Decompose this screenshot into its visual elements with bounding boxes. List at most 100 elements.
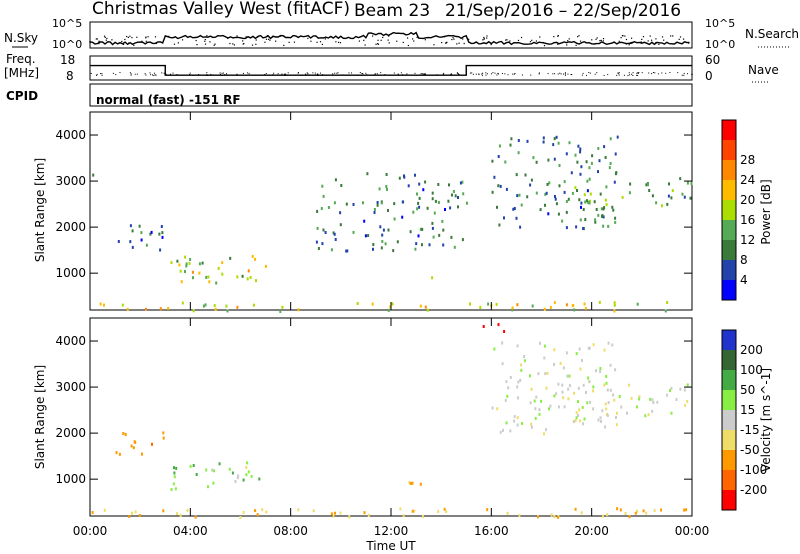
nave-dot: [130, 73, 132, 75]
data-cell: [444, 208, 446, 211]
nsearch-dot: [529, 41, 532, 43]
power-yticks: 1000 2000 3000 4000: [55, 128, 692, 280]
data-cell: [316, 226, 319, 230]
colorbar-swatch: [722, 490, 736, 510]
nave-dot: [320, 72, 322, 74]
data-cell: [582, 383, 585, 387]
data-cell: [161, 235, 164, 239]
data-cell: [198, 271, 201, 275]
data-cell: [469, 302, 471, 306]
data-cell: [503, 330, 506, 333]
data-cell: [412, 210, 415, 214]
nave-dot: [155, 74, 157, 76]
data-cell: [454, 194, 457, 198]
data-cell: [679, 177, 682, 181]
data-cell: [322, 228, 325, 232]
nave-label: Nave: [748, 63, 779, 77]
data-cell: [603, 348, 606, 352]
data-cell: [577, 386, 580, 390]
nsearch-dot: [155, 42, 158, 44]
data-cell: [192, 309, 195, 313]
nsearch-dot: [364, 44, 366, 46]
nsearch-dot: [96, 38, 98, 40]
nave-dot: [414, 72, 416, 74]
data-cell: [587, 346, 590, 350]
data-cell: [130, 444, 133, 448]
nave-dot: [264, 74, 266, 76]
nave-dot: [691, 73, 693, 75]
nave-dot: [322, 74, 324, 76]
nave-dot: [443, 72, 445, 74]
data-cell: [373, 208, 376, 211]
nsearch-dot: [382, 36, 384, 39]
nsearch-dot: [104, 36, 106, 38]
data-cell: [613, 309, 616, 313]
nsearch-dot: [196, 44, 198, 46]
nave-dot: [153, 72, 155, 74]
data-cell: [543, 307, 546, 311]
data-cell: [384, 242, 387, 246]
nave-dot: [281, 73, 283, 75]
nsearch-dot: [641, 38, 643, 41]
data-cell: [509, 376, 512, 379]
data-cell: [386, 187, 388, 191]
nave-dot: [636, 72, 638, 74]
data-cell: [380, 246, 383, 250]
nave-dot: [457, 73, 459, 75]
colorbar-tick-label: 28: [740, 153, 755, 167]
data-cell: [376, 201, 379, 204]
nsearch-dot: [321, 43, 323, 46]
data-cell: [668, 182, 670, 186]
data-cell: [573, 308, 576, 312]
data-cell: [498, 223, 501, 227]
data-cell: [642, 509, 645, 513]
data-cell: [389, 305, 392, 309]
data-cell: [556, 515, 559, 519]
nsearch-dot: [387, 39, 389, 41]
nsearch-dot: [630, 41, 632, 44]
data-cell: [618, 395, 621, 398]
data-cell: [598, 300, 601, 304]
data-cell: [387, 308, 390, 312]
data-cell: [628, 515, 631, 519]
data-cell: [181, 301, 184, 305]
velocity-panel: [89, 317, 693, 517]
nsearch-dot: [462, 38, 464, 40]
data-cell: [252, 303, 255, 307]
data-cell: [577, 400, 579, 404]
data-cell: [363, 219, 366, 223]
nsearch-dot: [358, 40, 361, 42]
nave-dot: [152, 74, 154, 76]
nave-dot: [424, 73, 426, 75]
nave-dot: [145, 74, 147, 76]
data-cell: [614, 216, 617, 220]
nsearch-dot: [663, 39, 665, 41]
data-cell: [279, 310, 282, 313]
data-cell: [332, 231, 335, 235]
colorbar-tick-label: 15: [740, 403, 755, 417]
data-cell: [582, 208, 585, 211]
nave-dot: [163, 72, 165, 74]
data-cell: [103, 303, 105, 307]
data-cell: [204, 303, 207, 307]
nsearch-dot: [575, 44, 577, 46]
nave-dot: [361, 72, 363, 74]
data-cell: [562, 366, 565, 370]
data-cell: [345, 249, 348, 253]
nsearch-dot: [377, 42, 379, 45]
nsearch-dot: [506, 39, 508, 41]
nave-dot: [332, 73, 334, 75]
nave-dot: [136, 73, 138, 75]
data-cell: [399, 507, 402, 511]
data-cell: [558, 184, 561, 188]
nave-dot: [652, 72, 654, 74]
data-cell: [543, 344, 546, 348]
nave-dot: [222, 74, 224, 76]
data-cell: [539, 208, 542, 212]
nave-dot: [654, 72, 656, 74]
data-cell: [573, 391, 576, 395]
data-cell: [655, 201, 658, 205]
data-cell: [600, 419, 602, 423]
nave-dot: [119, 72, 121, 74]
data-cell: [669, 389, 671, 393]
